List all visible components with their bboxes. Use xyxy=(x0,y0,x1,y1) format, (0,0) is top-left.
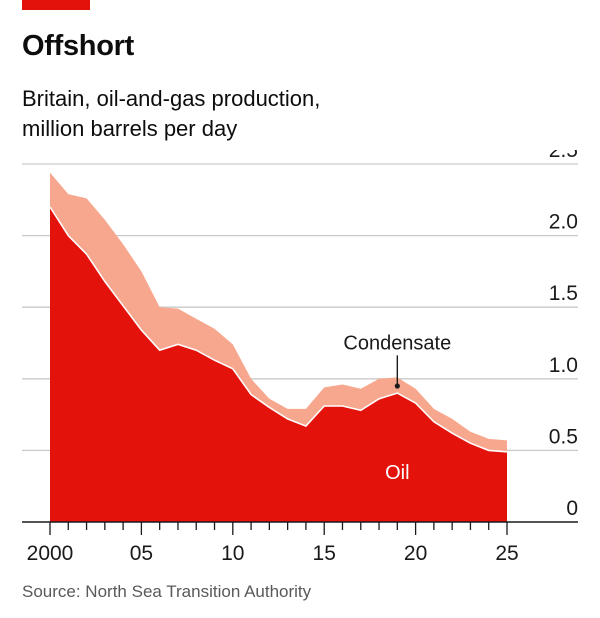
area-series xyxy=(49,172,508,522)
chart-labels: 0 0.5 1.0 1.5 2.0 2.5 2000 05 10 15 20 25 Condensate… xyxy=(27,150,578,565)
x-axis xyxy=(22,521,578,535)
oil-boundary-line xyxy=(49,206,508,453)
x-tick-label: 15 xyxy=(313,542,336,565)
subtitle-line-2: million barrels per day xyxy=(22,116,238,141)
oil-area xyxy=(50,207,507,522)
chart-title: Offshort xyxy=(22,30,134,62)
production-chart: 0 0.5 1.0 1.5 2.0 2.5 2000 05 10 15 20 25 Condensate… xyxy=(22,150,578,565)
y-tick-label: 0.5 xyxy=(549,425,578,448)
y-tick-label: 2.5 xyxy=(549,150,578,162)
y-tick-label: 1.0 xyxy=(549,354,578,377)
x-tick-label: 25 xyxy=(495,542,518,565)
y-tick-label: 0 xyxy=(566,497,578,520)
condensate-leader-dot xyxy=(394,383,400,389)
source-note: Source: North Sea Transition Authority xyxy=(22,582,312,601)
x-tick-label: 20 xyxy=(404,542,427,565)
accent-bar xyxy=(22,0,90,10)
x-tick-label: 10 xyxy=(221,542,244,565)
x-tick-label: 05 xyxy=(130,542,153,565)
condensate-label: Condensate xyxy=(343,332,451,354)
y-tick-label: 1.5 xyxy=(549,282,578,305)
condensate-area xyxy=(50,172,507,452)
y-tick-label: 2.0 xyxy=(549,211,578,234)
oil-label: Oil xyxy=(385,462,409,484)
chart-subtitle: Britain, oil-and-gas production, million… xyxy=(22,84,442,144)
subtitle-line-1: Britain, oil-and-gas production, xyxy=(22,86,321,111)
x-tick-label: 2000 xyxy=(27,542,74,565)
